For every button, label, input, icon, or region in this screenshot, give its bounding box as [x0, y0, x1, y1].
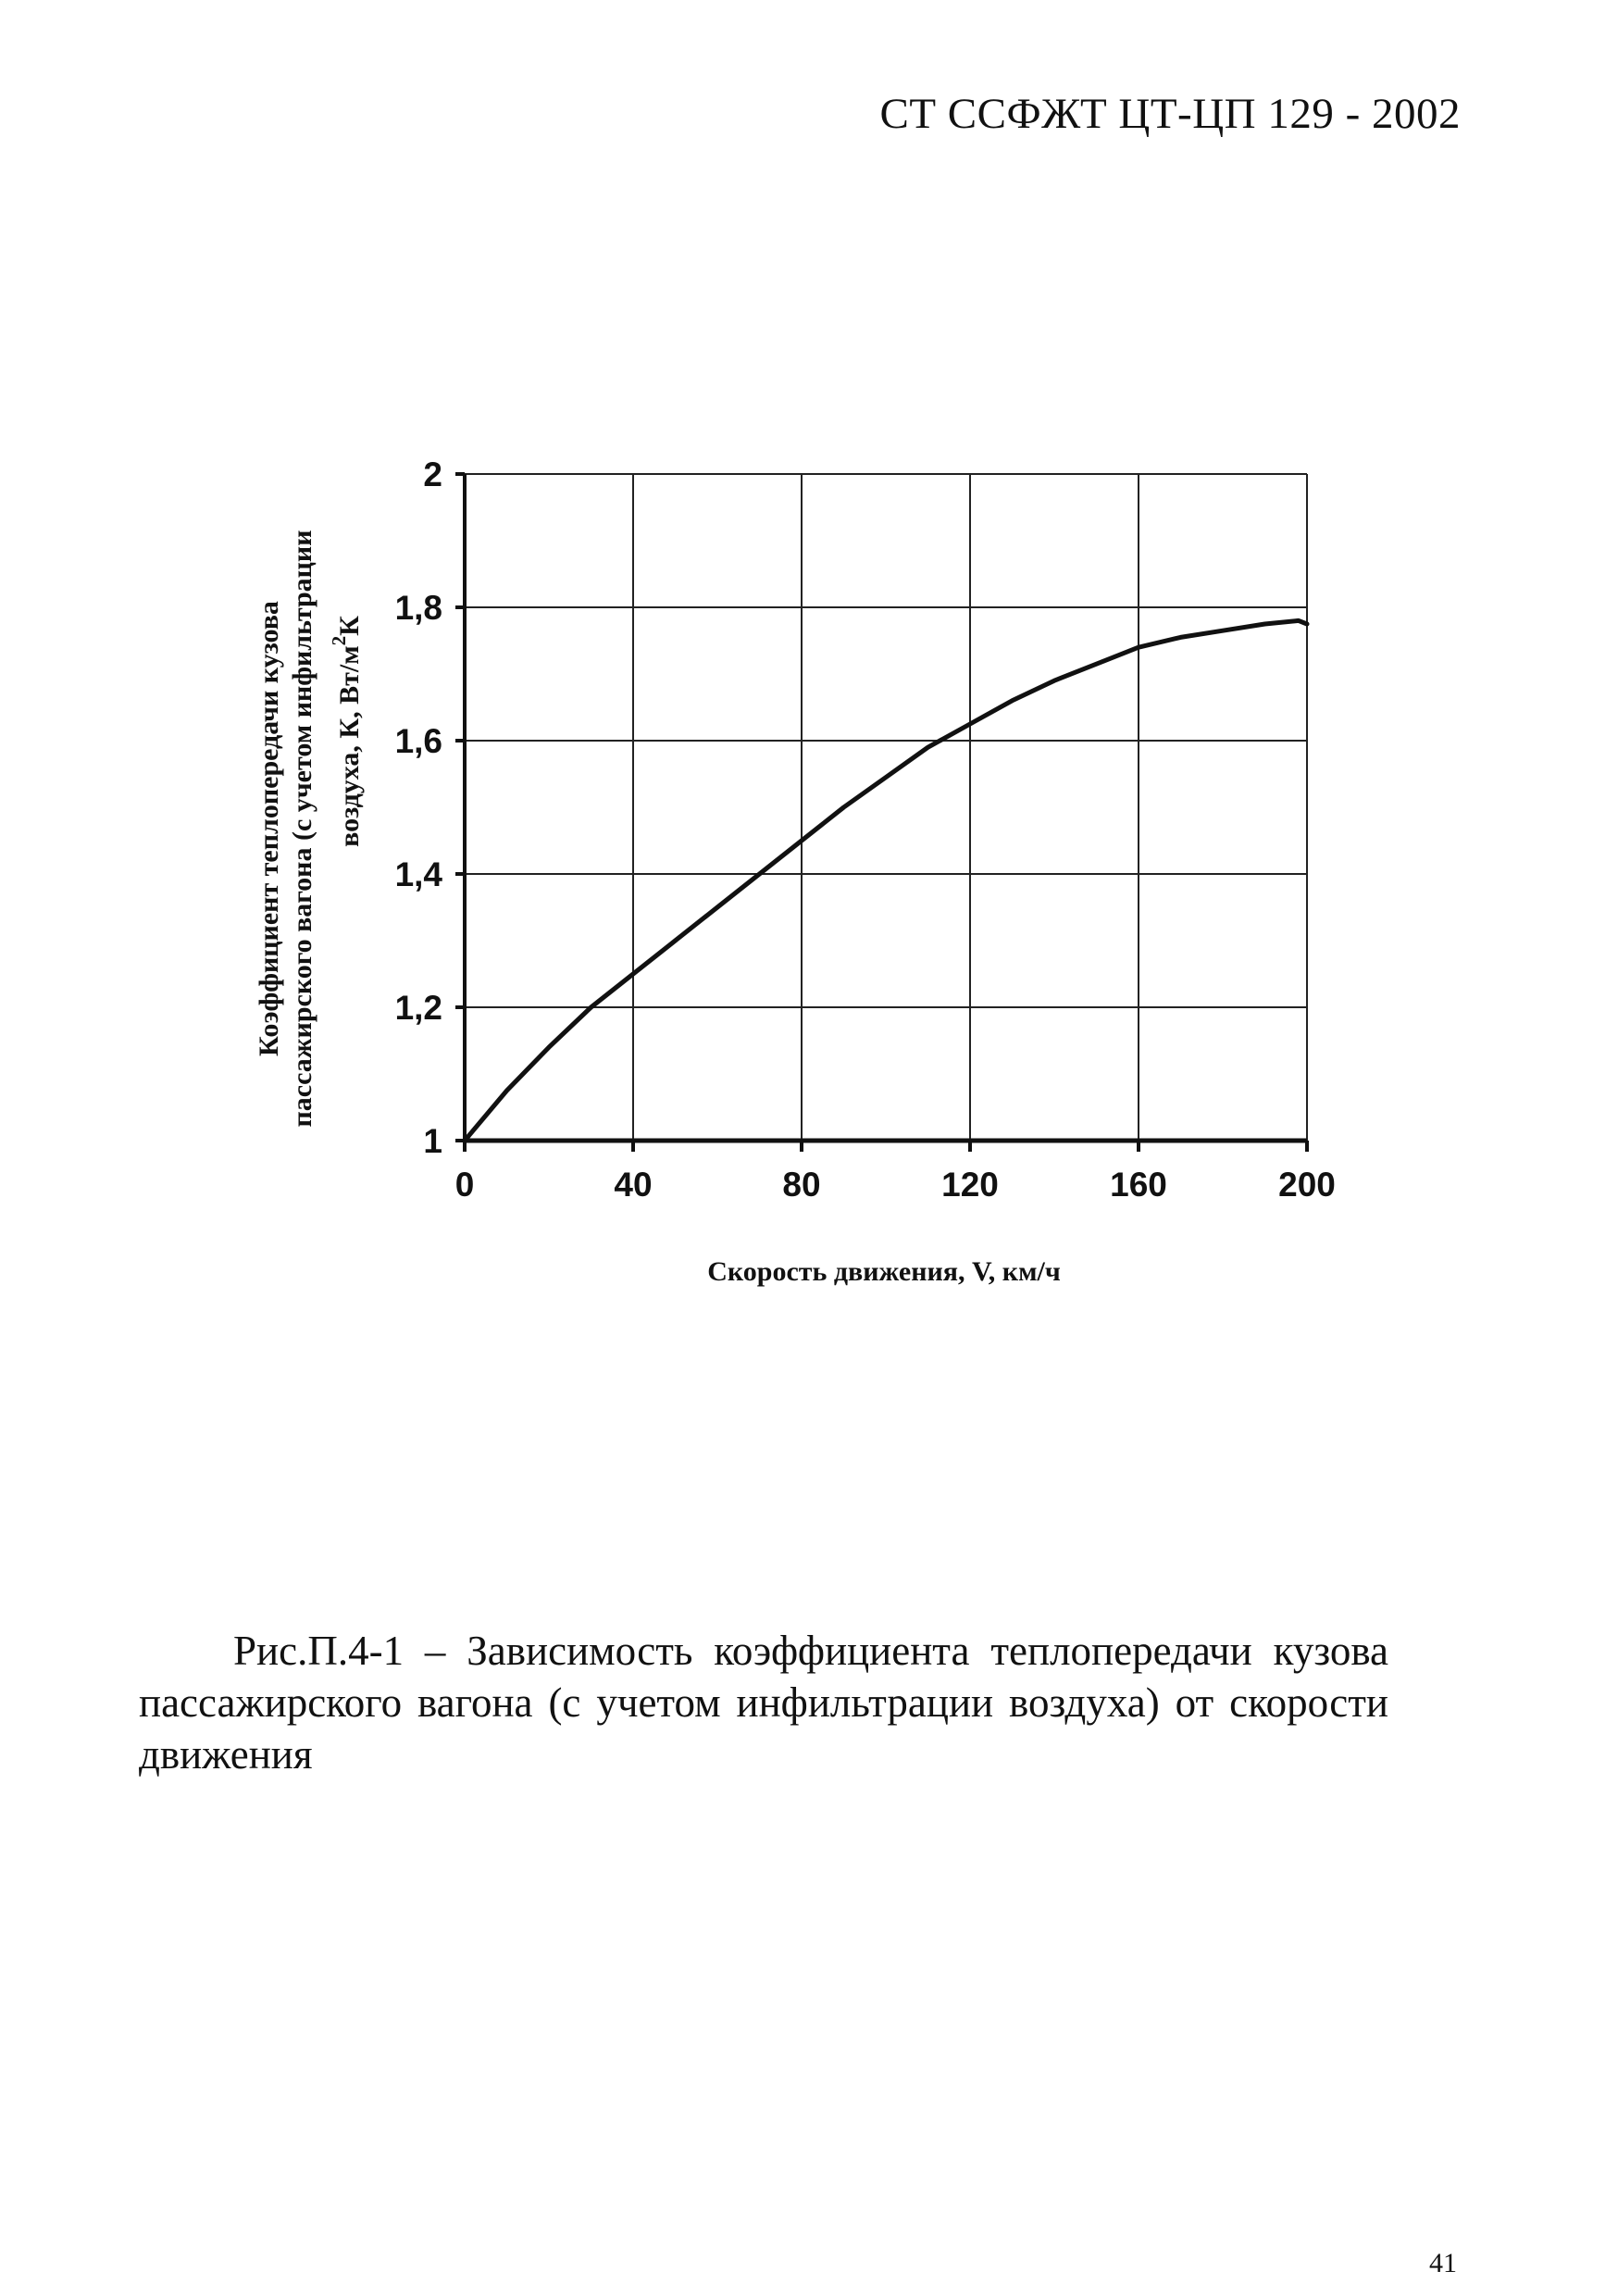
data-point [842, 805, 845, 809]
y-tick-label: 1,6 [395, 722, 442, 760]
x-tick-label: 200 [1278, 1166, 1336, 1204]
svg-text:воздуха, К, Вт/м2К: воздуха, К, Вт/м2К [328, 616, 365, 847]
series-plot [462, 618, 1310, 1143]
caption-word: вагона [417, 1679, 533, 1726]
page-number: 41 [1429, 2248, 1457, 2278]
series-line [462, 618, 1310, 1143]
caption-word: теплопередачи [990, 1628, 1252, 1674]
x-tick-labels: 0 40 80 120 160 200 [455, 1166, 1336, 1204]
y-axis-title: Коэффициент теплопередачи кузова пассажи… [254, 530, 365, 1128]
data-point [1179, 636, 1182, 639]
y-axis-title-line-3: воздуха, К, Вт/м [334, 645, 365, 847]
y-tick-label: 1,4 [395, 855, 443, 893]
y-axis-title-superscript: 2 [328, 636, 350, 646]
y-tick-label: 1,2 [395, 989, 442, 1027]
data-point [1305, 622, 1309, 626]
data-point [1137, 646, 1140, 649]
caption-line-2: пассажирского вагона (с учетом инфильтрации в… [139, 1677, 1388, 1728]
document-code: СТ ССФЖТ ЦТ-ЦП 129 - 2002 [879, 90, 1461, 138]
x-tick-label: 40 [614, 1166, 652, 1204]
y-tick-label: 1,8 [395, 589, 442, 627]
data-point [884, 776, 888, 779]
x-tick-label: 80 [782, 1166, 820, 1204]
data-point [463, 1139, 467, 1142]
y-tick-label: 1 [423, 1122, 442, 1160]
caption-word: инфильтрации [736, 1679, 994, 1726]
x-tick-label: 160 [1110, 1166, 1167, 1204]
axes [455, 472, 1309, 1152]
data-point [1052, 680, 1056, 682]
caption-word: (с [548, 1679, 581, 1726]
caption-word: кузова [1273, 1628, 1388, 1674]
x-tick-label: 0 [455, 1166, 475, 1204]
y-axis-title-line-2: пассажирского вагона (с учетом инфильтра… [287, 530, 317, 1128]
caption-word: скорости [1229, 1679, 1388, 1726]
data-point [1221, 630, 1225, 632]
y-tick-label: 2 [423, 455, 442, 493]
caption-word: пассажирского [139, 1679, 403, 1726]
data-point [590, 1005, 592, 1009]
data-point [505, 1089, 508, 1092]
caption-word: воздуха) [1009, 1679, 1160, 1726]
data-point [968, 722, 972, 726]
data-point [1011, 699, 1014, 702]
data-point [927, 746, 929, 749]
data-point [674, 939, 677, 942]
x-axis-title: Скорость движения, V, км/ч [707, 1256, 1061, 1287]
line-chart: 2 1,8 1,6 1,4 1,2 1 0 40 80 120 160 200 Скорость д… [254, 455, 1336, 1287]
caption-word: коэффициента [714, 1628, 970, 1674]
caption-line-1: Рис.П.4-1– Зависимость коэффициента теплопе… [139, 1625, 1388, 1677]
figure-caption: Рис.П.4-1– Зависимость коэффициента теплопе… [139, 1625, 1388, 1780]
data-point [631, 972, 635, 976]
data-point [547, 1046, 551, 1049]
caption-word: учетом [596, 1679, 721, 1726]
caption-line-3: движения [139, 1731, 313, 1778]
caption-word: – [424, 1628, 446, 1674]
y-axis-title-line-1: Коэффициент теплопередачи кузова [254, 601, 284, 1056]
y-axis-title-suffix: К [334, 616, 365, 636]
data-point [1095, 663, 1098, 666]
data-point [758, 872, 761, 876]
data-point [716, 905, 719, 909]
caption-word: Зависимость [467, 1628, 693, 1674]
caption-word: Рис.П.4-1 [233, 1628, 404, 1674]
x-tick-label: 120 [941, 1166, 999, 1204]
y-tick-labels: 2 1,8 1,6 1,4 1,2 1 [395, 455, 443, 1160]
data-point [1263, 622, 1266, 626]
caption-word: от [1175, 1679, 1214, 1726]
grid-lines [465, 473, 1308, 1141]
data-point [1297, 619, 1301, 622]
data-point [800, 839, 803, 842]
